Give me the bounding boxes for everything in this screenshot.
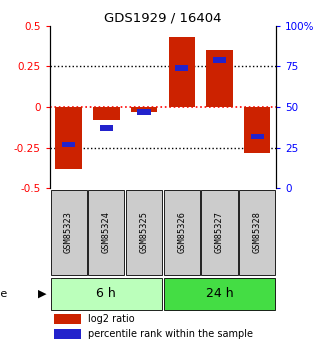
Bar bbox=[239, 190, 275, 275]
Bar bbox=[244, 107, 270, 152]
Bar bbox=[251, 134, 264, 139]
Bar bbox=[88, 190, 125, 275]
Bar bbox=[164, 278, 275, 309]
Bar bbox=[126, 190, 162, 275]
Bar bbox=[54, 314, 82, 324]
Text: GSM85324: GSM85324 bbox=[102, 211, 111, 254]
Text: GSM85326: GSM85326 bbox=[177, 211, 186, 254]
Bar bbox=[62, 142, 75, 147]
Bar bbox=[50, 278, 162, 309]
Text: GSM85323: GSM85323 bbox=[64, 211, 73, 254]
Bar bbox=[56, 107, 82, 169]
Title: GDS1929 / 16404: GDS1929 / 16404 bbox=[104, 12, 222, 25]
Text: 6 h: 6 h bbox=[96, 287, 116, 300]
Bar bbox=[213, 57, 226, 63]
Bar bbox=[100, 125, 113, 131]
Bar bbox=[137, 109, 151, 115]
Text: log2 ratio: log2 ratio bbox=[88, 314, 135, 324]
Bar bbox=[206, 50, 233, 107]
Text: GSM85327: GSM85327 bbox=[215, 211, 224, 254]
Text: 24 h: 24 h bbox=[206, 287, 233, 300]
Text: ▶: ▶ bbox=[38, 289, 47, 299]
Bar bbox=[169, 37, 195, 107]
Bar bbox=[201, 190, 238, 275]
Bar bbox=[131, 107, 157, 112]
Text: time: time bbox=[0, 289, 8, 299]
Bar bbox=[175, 65, 188, 71]
Bar bbox=[93, 107, 119, 120]
Text: GSM85328: GSM85328 bbox=[253, 211, 262, 254]
Text: percentile rank within the sample: percentile rank within the sample bbox=[88, 329, 253, 339]
Bar bbox=[164, 190, 200, 275]
Bar bbox=[54, 329, 82, 339]
Bar bbox=[50, 190, 87, 275]
Text: GSM85325: GSM85325 bbox=[140, 211, 149, 254]
